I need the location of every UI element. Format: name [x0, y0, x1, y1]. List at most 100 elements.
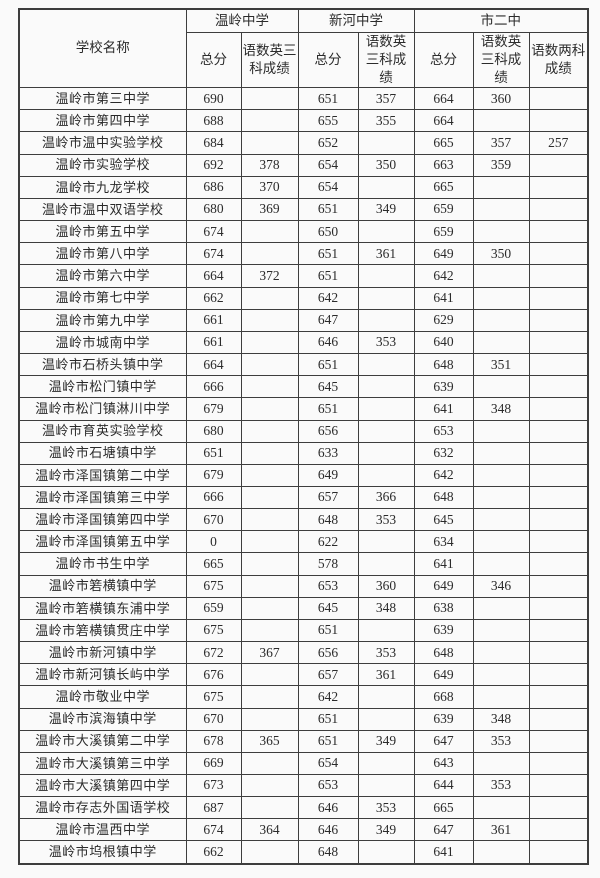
- school-name-cell: 温岭市育英实验学校: [18, 419, 187, 443]
- score-cell: [472, 796, 530, 820]
- score-cell: 690: [185, 87, 242, 111]
- score-cell: 674: [185, 818, 242, 842]
- score-cell: [240, 353, 299, 377]
- score-cell: 651: [297, 729, 359, 753]
- score-cell: 692: [185, 153, 242, 177]
- score-cell: 653: [297, 773, 359, 798]
- score-cell: 622: [297, 530, 359, 554]
- school-name-cell: 温岭市泽国镇第五中学: [18, 530, 187, 554]
- score-cell: [528, 353, 589, 377]
- score-cell: [528, 87, 589, 111]
- column-header-xinhe-total: 总分: [297, 31, 359, 89]
- score-cell: 673: [185, 773, 242, 798]
- score-cell: 653: [297, 574, 359, 598]
- table-row: 温岭市箬横镇东浦中学 659 645 348 638: [18, 596, 589, 620]
- school-name-cell: 温岭市大溪镇第三中学: [18, 751, 187, 776]
- school-name-cell: 温岭市第五中学: [18, 220, 187, 244]
- score-cell: 359: [472, 153, 530, 177]
- score-cell: [472, 641, 530, 665]
- score-cell: 645: [297, 375, 359, 399]
- score-cell: 657: [297, 485, 359, 510]
- table-row: 温岭市箬横镇中学 675 653 360 649 346: [18, 574, 589, 598]
- table-row: 温岭市育英实验学校 680 656 653: [18, 419, 589, 443]
- column-header-wenling-total: 总分: [185, 31, 242, 89]
- score-cell: [357, 530, 415, 554]
- score-cell: [357, 441, 415, 465]
- score-cell: 648: [413, 641, 474, 665]
- score-cell: [357, 463, 415, 487]
- score-cell: 654: [297, 175, 359, 199]
- score-cell: 372: [240, 264, 299, 288]
- score-cell: 651: [185, 441, 242, 465]
- score-cell: [472, 751, 530, 776]
- school-name-cell: 温岭市坞根镇中学: [18, 840, 187, 865]
- score-cell: [240, 530, 299, 554]
- score-cell: 651: [297, 618, 359, 643]
- score-cell: [240, 707, 299, 731]
- score-cell: [357, 220, 415, 244]
- score-cell: [357, 751, 415, 776]
- table-row: 温岭市坞根镇中学 662 648 641: [18, 840, 589, 865]
- table-row: 温岭市第五中学 674 650 659: [18, 220, 589, 244]
- table-row: 温岭市箬横镇贯庄中学 675 651 639: [18, 618, 589, 643]
- table-row: 温岭市泽国镇第五中学 0 622 634: [18, 530, 589, 554]
- score-cell: 666: [185, 485, 242, 510]
- school-name-cell: 温岭市温中实验学校: [18, 131, 187, 155]
- score-cell: 662: [185, 840, 242, 865]
- score-cell: 663: [413, 153, 474, 177]
- score-cell: [528, 330, 589, 355]
- score-cell: 646: [297, 796, 359, 820]
- score-cell: 629: [413, 308, 474, 332]
- school-name-cell: 温岭市大溪镇第二中学: [18, 729, 187, 753]
- score-cell: 646: [297, 330, 359, 355]
- score-cell: [472, 286, 530, 310]
- score-cell: 370: [240, 175, 299, 199]
- score-cell: [528, 818, 589, 842]
- score-cell: [240, 397, 299, 421]
- score-cell: [528, 441, 589, 465]
- school-name-cell: 温岭市石塘镇中学: [18, 441, 187, 465]
- score-cell: 639: [413, 375, 474, 399]
- column-header-wenling-three-subjects: 语数英三科成绩: [240, 31, 299, 89]
- score-cell: [472, 330, 530, 355]
- score-cell: 668: [413, 685, 474, 709]
- score-cell: [357, 773, 415, 798]
- score-cell: 648: [297, 508, 359, 532]
- score-cell: 366: [357, 485, 415, 510]
- score-cell: [240, 574, 299, 598]
- score-cell: [240, 596, 299, 620]
- score-cell: [357, 618, 415, 643]
- score-cell: [240, 109, 299, 133]
- score-cell: 353: [357, 796, 415, 820]
- score-table: 学校名称 温岭中学 新河中学 市二中 总分 语数英三科成绩 总分 语数英三科成绩…: [18, 8, 590, 865]
- school-name-cell: 温岭市松门镇中学: [18, 375, 187, 399]
- score-cell: [240, 485, 299, 510]
- score-cell: [472, 197, 530, 222]
- table-row: 温岭市温中双语学校 680 369 651 349 659: [18, 197, 589, 222]
- score-cell: 679: [185, 397, 242, 421]
- school-name-cell: 温岭市书生中学: [18, 552, 187, 576]
- score-cell: 349: [357, 197, 415, 222]
- school-name-cell: 温岭市敬业中学: [18, 685, 187, 709]
- score-cell: 661: [185, 308, 242, 332]
- score-cell: 680: [185, 197, 242, 222]
- score-cell: [240, 685, 299, 709]
- score-cell: [357, 419, 415, 443]
- score-cell: 642: [297, 286, 359, 310]
- score-cell: 648: [413, 353, 474, 377]
- score-cell: 361: [472, 818, 530, 842]
- score-cell: [240, 663, 299, 687]
- table-row: 温岭市松门镇中学 666 645 639: [18, 375, 589, 399]
- score-cell: 650: [297, 220, 359, 244]
- score-cell: [240, 441, 299, 465]
- score-cell: 657: [297, 663, 359, 687]
- score-cell: 687: [185, 796, 242, 820]
- school-name-cell: 温岭市第八中学: [18, 242, 187, 266]
- score-cell: [472, 441, 530, 465]
- group-header-wenling-zhongxue: 温岭中学: [185, 8, 299, 33]
- table-row: 温岭市九龙学校 686 370 654 665: [18, 175, 589, 199]
- score-cell: 367: [240, 641, 299, 665]
- score-cell: [472, 596, 530, 620]
- score-cell: [472, 375, 530, 399]
- score-cell: 674: [185, 220, 242, 244]
